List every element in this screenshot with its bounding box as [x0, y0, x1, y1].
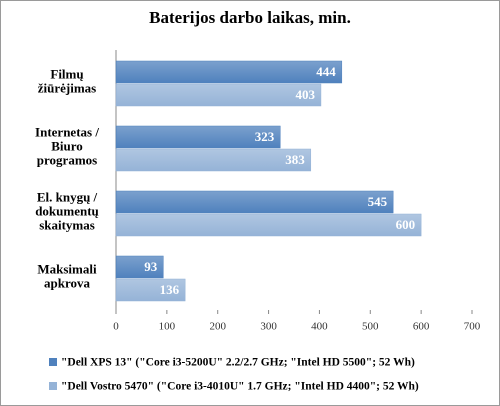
bar	[115, 125, 281, 149]
x-tick-label: 400	[311, 321, 328, 333]
bar	[115, 83, 322, 107]
bar	[115, 278, 186, 302]
value-label: 323	[255, 129, 275, 144]
value-label: 403	[295, 87, 315, 102]
x-tick-label: 0	[113, 321, 119, 333]
bar	[115, 255, 164, 279]
x-tick-label: 500	[362, 321, 379, 333]
y-tick-label: Maksimali apkrova	[37, 261, 97, 290]
legend-label: "Dell Vostro 5470" ("Core i3-4010U" 1.7 …	[61, 381, 419, 393]
bar	[115, 190, 394, 214]
x-tick-label: 700	[464, 321, 481, 333]
bar	[115, 148, 312, 172]
value-label: 93	[144, 259, 158, 274]
legend-marker	[49, 358, 57, 366]
chart-title: Baterijos darbo laikas, min.	[149, 8, 351, 27]
legend-marker	[49, 382, 57, 390]
value-label: 136	[160, 282, 180, 297]
bar	[115, 60, 343, 84]
x-tick-label: 100	[159, 321, 176, 333]
y-tick-label: Internetas / Biuro programos	[35, 124, 99, 167]
y-tick-label: Filmų žiūrėjimas	[38, 66, 96, 95]
value-label: 600	[396, 217, 416, 232]
legend-label: "Dell XPS 13" ("Core i3-5200U" 2.2/2.7 G…	[61, 357, 415, 369]
value-label: 545	[368, 194, 388, 209]
x-tick-label: 600	[413, 321, 430, 333]
x-tick-label: 200	[209, 321, 226, 333]
value-label: 444	[316, 64, 336, 79]
bar	[115, 213, 422, 237]
x-tick-label: 300	[260, 321, 277, 333]
value-label: 383	[285, 152, 305, 167]
y-tick-label: El. knygų / dokumentų skaitymas	[35, 189, 99, 232]
